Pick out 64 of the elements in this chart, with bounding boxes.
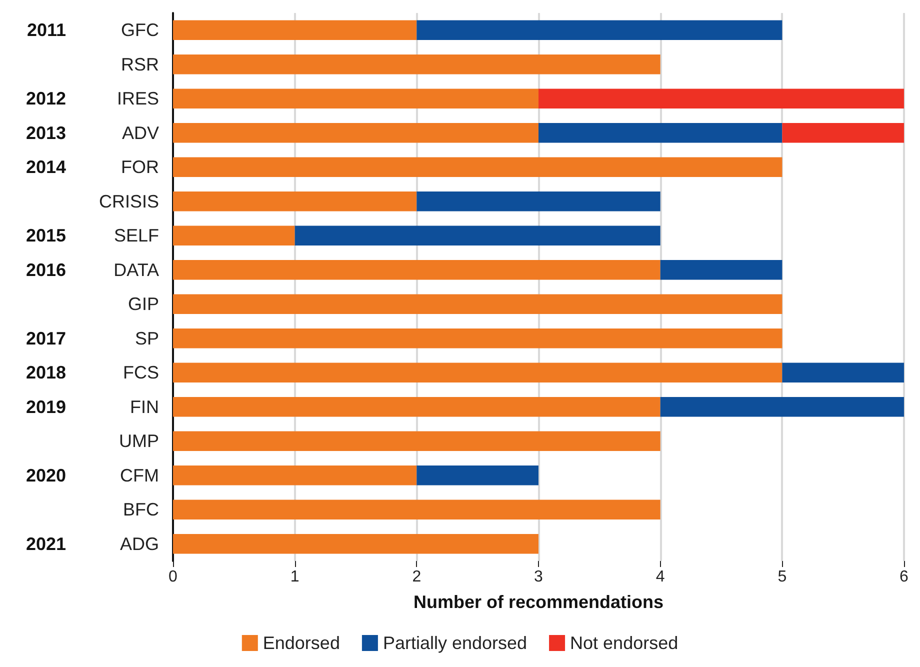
y2-tick-label: 2011 (26, 20, 66, 40)
bar (173, 260, 660, 280)
bar (173, 431, 660, 452)
legend-label: Not endorsed (570, 633, 678, 653)
bar (173, 396, 660, 417)
bar (538, 88, 904, 109)
y-tick-label: CFM (120, 465, 159, 486)
y2-tick-label: 2018 (26, 362, 66, 383)
x-tick-label: 5 (778, 568, 787, 586)
x-tick-label: 4 (656, 568, 665, 586)
bar (173, 191, 417, 212)
x-tick-label: 3 (534, 568, 544, 586)
y-tick-label: UMP (119, 431, 159, 452)
bar (173, 328, 782, 348)
bar (660, 396, 904, 417)
y2-tick-label: 2014 (26, 157, 66, 178)
y2-tick-label: 2020 (26, 465, 66, 486)
x-tick-label: 2 (412, 568, 422, 586)
bar (173, 122, 538, 143)
bar (660, 260, 782, 280)
bar (173, 500, 660, 520)
y-tick-label: ADG (120, 534, 159, 554)
legend-label: Endorsed (262, 633, 340, 653)
y-tick-label: GIP (128, 294, 159, 314)
y2-tick-label: 2019 (26, 396, 66, 417)
bar (173, 226, 295, 246)
bar (782, 122, 904, 143)
y-tick-label: FIN (130, 396, 159, 417)
y-tick-label: DATA (114, 260, 159, 280)
bar (173, 54, 660, 74)
y-tick-label: FCS (123, 362, 159, 383)
y-tick-label: GFC (121, 20, 159, 40)
y2-tick-label: 2016 (26, 260, 66, 280)
y2-tick-label: 2017 (26, 328, 66, 348)
y-tick-label: FOR (121, 157, 159, 178)
bar (782, 362, 904, 383)
x-tick-label: 0 (168, 568, 178, 586)
bar (416, 191, 660, 212)
y2-tick-label: 2012 (26, 88, 66, 109)
x-axis-title: Number of recommendations (413, 592, 664, 612)
y2-tick-label: 2013 (26, 122, 66, 143)
y-tick-label: SP (134, 328, 159, 348)
x-tick-label: 1 (290, 568, 300, 586)
bar (173, 20, 417, 40)
y-tick-label: ADV (122, 122, 159, 143)
y-tick-label: IRES (116, 88, 159, 109)
y2-tick-label: 2015 (26, 226, 66, 246)
bar (173, 294, 782, 314)
bar (416, 20, 782, 40)
bar (173, 157, 782, 178)
y-tick-label: RSR (120, 54, 159, 74)
bar (538, 122, 782, 143)
bar (294, 226, 660, 246)
bar (416, 465, 538, 486)
bar (173, 465, 417, 486)
legend-label: Partially endorsed (382, 633, 528, 653)
y-tick-label: CRISIS (98, 191, 159, 212)
y-tick-label: BFC (123, 500, 159, 520)
bar (173, 362, 782, 383)
y2-tick-label: 2021 (26, 534, 66, 554)
bar (173, 534, 538, 554)
bar (173, 88, 538, 109)
y-tick-label: SELF (114, 226, 159, 246)
x-tick-label: 6 (900, 568, 909, 586)
